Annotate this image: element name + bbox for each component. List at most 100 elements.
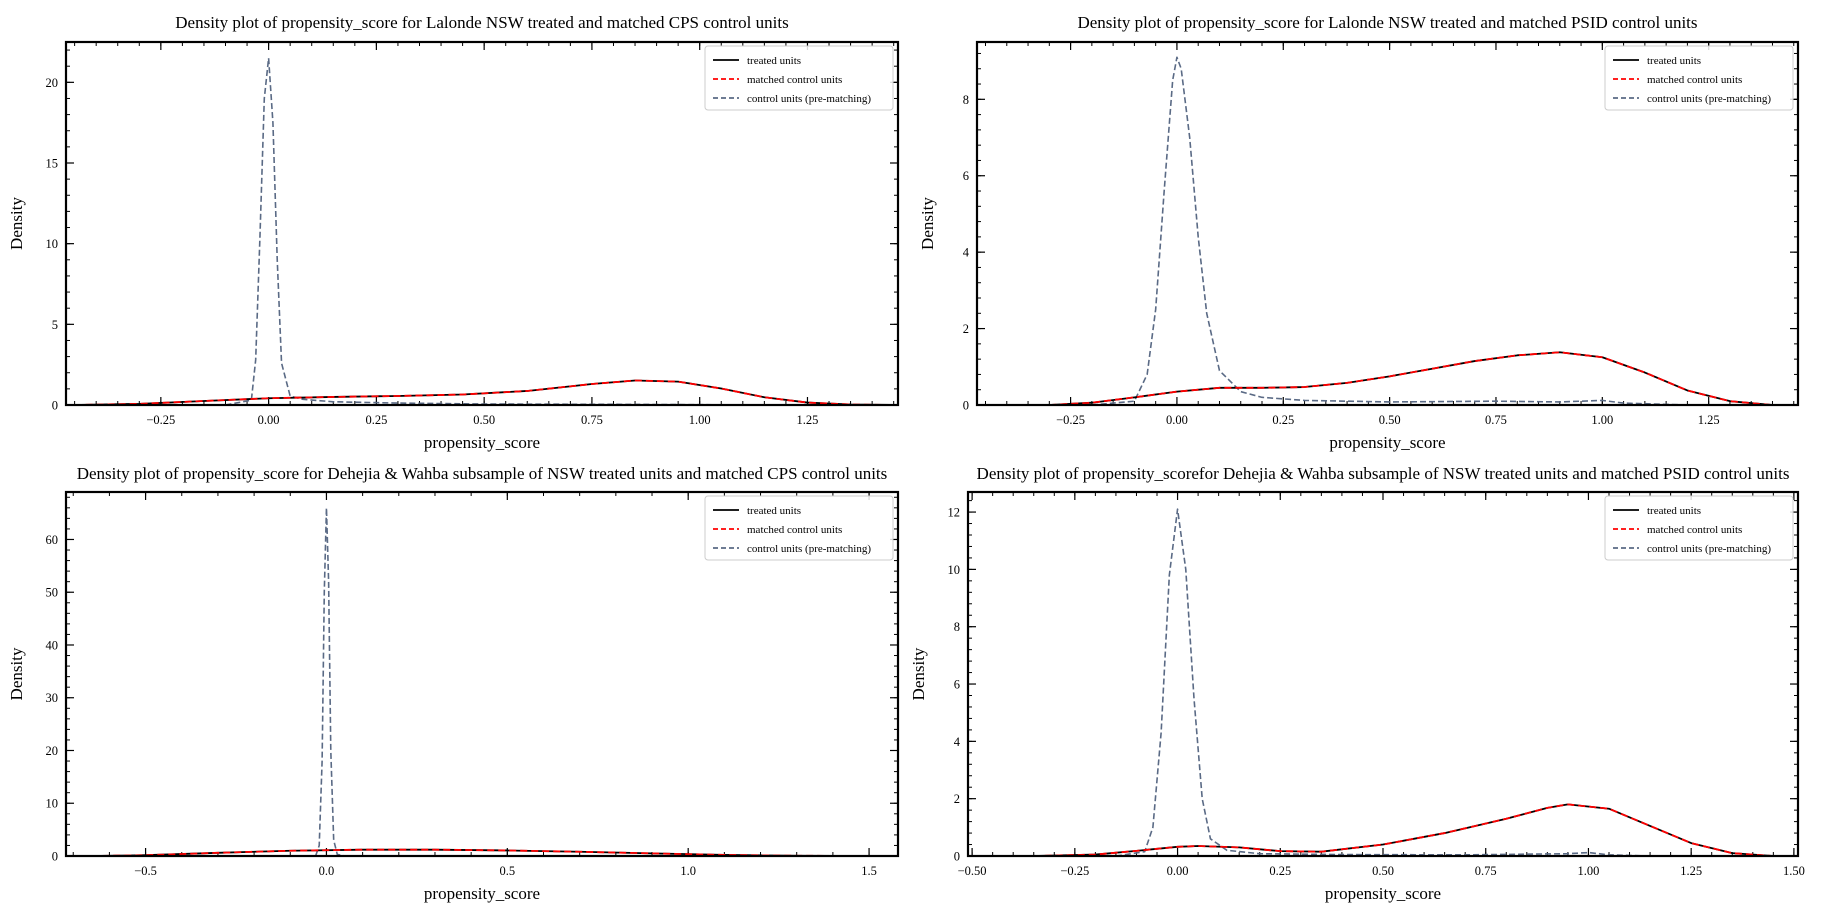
y-tick-label: 4 — [954, 735, 961, 749]
series-line-matched-control-units — [1049, 351, 1773, 405]
y-axis-label: Density — [7, 197, 26, 250]
chart-panel-4: Density plot of propensity_scorefor Dehe… — [909, 464, 1805, 903]
x-axis-label: propensity_score — [1325, 884, 1441, 903]
y-tick-label: 2 — [954, 792, 960, 806]
x-tick-label: −0.50 — [958, 864, 987, 878]
series-line-control-units-pre-matching- — [1091, 56, 1688, 405]
x-tick-label: 0.0 — [319, 864, 335, 878]
x-tick-label: 0.25 — [1269, 864, 1291, 878]
x-tick-label: 0.75 — [581, 413, 603, 427]
legend-label: matched control units — [1647, 74, 1742, 86]
y-axis-label: Density — [918, 197, 937, 250]
y-tick-label: 40 — [46, 638, 59, 652]
x-tick-label: 0.75 — [1475, 864, 1497, 878]
x-tick-label: 0.50 — [1372, 864, 1394, 878]
y-tick-label: 30 — [46, 691, 59, 705]
series-line-matched-control-units — [1033, 803, 1774, 856]
y-tick-label: 0 — [954, 850, 960, 864]
y-tick-label: 10 — [948, 563, 961, 577]
chart-title: Density plot of propensity_score for Lal… — [175, 13, 788, 32]
legend-label: treated units — [1647, 505, 1701, 517]
y-tick-label: 0 — [52, 399, 58, 413]
series-line-control-units-pre-matching- — [1115, 508, 1651, 856]
series-line-treated-units — [1049, 351, 1773, 405]
x-tick-label: 1.5 — [861, 864, 877, 878]
x-tick-label: 0.00 — [1166, 413, 1188, 427]
x-tick-label: 0.00 — [258, 413, 280, 427]
x-tick-label: 0.5 — [500, 864, 516, 878]
chart-panel-3: Density plot of propensity_score for Deh… — [7, 464, 900, 903]
series-line-matched-control-units — [74, 379, 894, 405]
y-tick-label: 4 — [963, 246, 970, 260]
x-tick-label: 0.75 — [1485, 413, 1507, 427]
x-axis-label: propensity_score — [424, 433, 540, 452]
y-tick-label: 12 — [948, 506, 961, 520]
x-tick-label: 1.25 — [1698, 413, 1720, 427]
axes-frame — [966, 490, 1800, 858]
y-tick-label: 2 — [963, 322, 969, 336]
x-tick-label: 1.0 — [680, 864, 696, 878]
y-tick-label: 20 — [46, 744, 59, 758]
y-tick-label: 50 — [46, 586, 59, 600]
y-tick-label: 10 — [46, 237, 59, 251]
y-tick-label: 20 — [46, 76, 59, 90]
x-tick-label: 0.00 — [1167, 864, 1189, 878]
y-tick-label: 6 — [954, 678, 960, 692]
x-tick-label: −0.25 — [1056, 413, 1085, 427]
legend-label: treated units — [1647, 55, 1701, 67]
y-tick-label: 15 — [46, 157, 59, 171]
chart-title: Density plot of propensity_score for Lal… — [1077, 13, 1697, 32]
legend: treated units matched control units contro… — [704, 495, 894, 561]
x-axis-label: propensity_score — [1329, 433, 1445, 452]
y-tick-label: 6 — [963, 169, 969, 183]
y-axis-label: Density — [909, 647, 928, 700]
legend: treated units matched control units contro… — [1604, 45, 1794, 111]
legend-label: control units (pre-matching) — [1647, 93, 1771, 105]
x-tick-label: 1.00 — [689, 413, 711, 427]
chart-title: Density plot of propensity_score for Deh… — [77, 464, 888, 483]
y-tick-label: 10 — [46, 797, 59, 811]
y-tick-label: 8 — [954, 620, 960, 634]
x-tick-label: 1.00 — [1578, 864, 1600, 878]
x-tick-label: 0.25 — [1272, 413, 1294, 427]
legend-box — [1604, 45, 1794, 111]
x-tick-label: 1.50 — [1783, 864, 1805, 878]
legend-label: treated units — [747, 55, 801, 67]
x-tick-label: −0.5 — [134, 864, 157, 878]
x-tick-label: 1.25 — [797, 413, 819, 427]
series-line-control-units-pre-matching- — [314, 507, 345, 856]
chart-panel-1: Density plot of propensity_score for Lal… — [7, 13, 900, 452]
y-tick-label: 60 — [46, 533, 59, 547]
legend-box — [704, 495, 894, 561]
chart-title: Density plot of propensity_scorefor Dehe… — [977, 464, 1790, 483]
legend-label: treated units — [747, 505, 801, 517]
y-axis-label: Density — [7, 647, 26, 700]
axes-frame — [975, 40, 1800, 407]
legend-box — [704, 45, 894, 111]
legend: treated units matched control units contro… — [1604, 495, 1794, 561]
legend: treated units matched control units contro… — [704, 45, 894, 111]
axes-frame — [64, 40, 900, 407]
legend-label: matched control units — [747, 74, 842, 86]
chart-panel-2: Density plot of propensity_score for Lal… — [918, 13, 1800, 452]
legend-label: control units (pre-matching) — [1647, 543, 1771, 555]
legend-label: control units (pre-matching) — [747, 93, 871, 105]
x-tick-label: 0.25 — [365, 413, 387, 427]
y-tick-label: 0 — [52, 850, 58, 864]
axes-frame — [64, 490, 900, 858]
legend-label: matched control units — [1647, 524, 1742, 536]
x-tick-label: 1.00 — [1591, 413, 1613, 427]
x-tick-label: 0.50 — [1379, 413, 1401, 427]
x-tick-label: 0.50 — [473, 413, 495, 427]
x-tick-label: 1.25 — [1680, 864, 1702, 878]
legend-box — [1604, 495, 1794, 561]
y-tick-label: 8 — [963, 93, 969, 107]
y-tick-label: 5 — [52, 318, 58, 332]
x-tick-label: −0.25 — [1060, 864, 1089, 878]
legend-label: matched control units — [747, 524, 842, 536]
x-axis-label: propensity_score — [424, 884, 540, 903]
x-tick-label: −0.25 — [146, 413, 175, 427]
legend-label: control units (pre-matching) — [747, 543, 871, 555]
y-tick-label: 0 — [963, 399, 969, 413]
